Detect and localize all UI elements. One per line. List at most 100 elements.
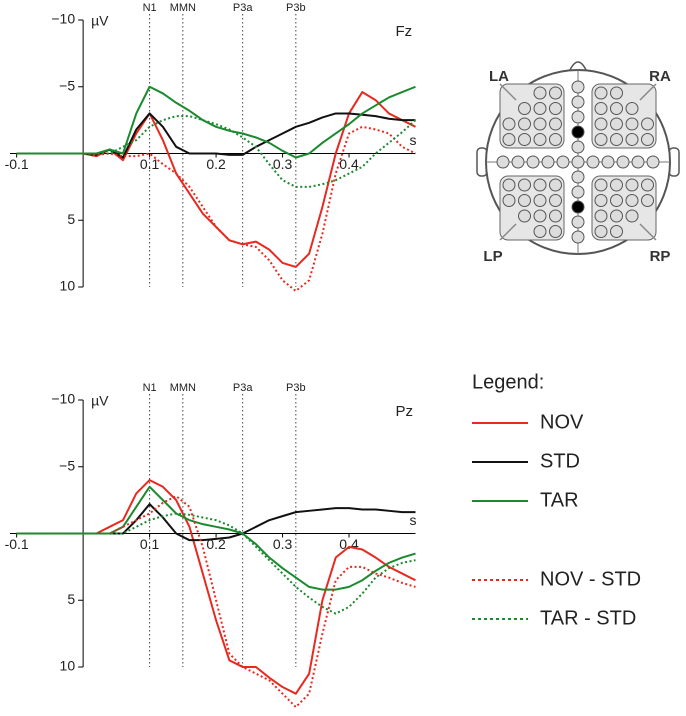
arrow — [499, 83, 517, 101]
electrode — [549, 209, 562, 223]
electrode — [625, 194, 639, 207]
electrode — [549, 194, 562, 207]
electrode — [571, 170, 585, 184]
electrode — [641, 133, 654, 146]
electrode — [549, 86, 562, 100]
x-tick-label: 0.4 — [339, 156, 359, 172]
y-tick-label: 10 — [60, 278, 76, 294]
electrode — [518, 209, 531, 223]
x-tick-label: 0.3 — [273, 156, 293, 172]
electrode — [594, 225, 608, 238]
electrode — [533, 102, 547, 115]
electrode — [511, 155, 525, 169]
electrode — [518, 133, 531, 146]
x-tick-label: 0.2 — [206, 156, 226, 172]
electrode — [549, 225, 562, 238]
series-line — [16, 479, 416, 695]
electrode — [518, 117, 531, 131]
arrow — [639, 223, 657, 241]
channel-label: Pz — [396, 403, 414, 420]
electrode — [625, 178, 639, 192]
electrode — [549, 178, 562, 192]
y-tick-label: −10 — [51, 11, 75, 27]
electrode — [571, 140, 585, 154]
y-tick-label: −5 — [59, 457, 75, 473]
head-map: LA RA LP RP — [476, 61, 680, 265]
electrode — [631, 155, 645, 169]
electrode — [610, 225, 623, 238]
electrode — [625, 209, 639, 223]
electrode — [571, 80, 585, 94]
electrode — [594, 86, 608, 100]
region-label: RP — [650, 248, 671, 265]
electrode — [549, 102, 562, 115]
electrode — [610, 209, 623, 223]
electrode — [625, 102, 639, 115]
electrode — [518, 178, 531, 192]
electrode — [646, 155, 660, 169]
electrode — [610, 117, 623, 131]
electrode — [533, 86, 547, 100]
electrode — [610, 133, 623, 146]
electrode — [586, 155, 600, 169]
legend-label: NOV — [540, 411, 584, 433]
electrode — [571, 110, 585, 124]
series-line — [16, 115, 417, 188]
annotation-label: P3b — [286, 382, 306, 394]
legend-title: Legend: — [472, 371, 544, 393]
y-tick-label: −5 — [59, 77, 75, 93]
electrode — [571, 155, 585, 169]
series-line — [16, 495, 416, 709]
electrode — [533, 194, 547, 207]
x-tick-label: 0.1 — [140, 156, 160, 172]
electrode — [541, 155, 555, 169]
electrode — [502, 133, 516, 146]
y-tick-label: −10 — [51, 391, 75, 407]
electrode — [571, 200, 585, 214]
region-label: RA — [649, 68, 671, 85]
region-label: LA — [489, 68, 509, 85]
annotation-label: MMN — [170, 382, 196, 394]
electrode — [571, 230, 585, 244]
annotation-label: P3a — [233, 2, 253, 14]
electrode — [518, 194, 531, 207]
electrode — [625, 117, 639, 131]
electrode — [571, 95, 585, 109]
x-tick-label: -0.1 — [5, 536, 29, 552]
x-axis-label: s — [410, 512, 417, 528]
y-tick-label: 5 — [67, 591, 75, 607]
y-tick-label: 10 — [60, 658, 76, 674]
series-line — [16, 485, 416, 591]
arrow — [499, 223, 517, 241]
series-line — [16, 512, 416, 615]
electrode — [496, 155, 510, 169]
electrode — [641, 178, 654, 192]
electrode — [601, 155, 615, 169]
electrode — [610, 86, 623, 100]
electrode — [594, 178, 608, 192]
electrode — [571, 185, 585, 199]
region-label: LP — [483, 248, 502, 265]
electrode — [533, 209, 547, 223]
series-line — [16, 125, 416, 292]
electrode — [610, 194, 623, 207]
electrode — [549, 133, 562, 146]
y-axis-label: µV — [91, 393, 109, 409]
electrode — [625, 133, 639, 146]
electrode — [641, 194, 654, 207]
y-axis-label: µV — [91, 13, 109, 29]
legend-label: TAR - STD — [540, 607, 636, 629]
x-tick-label: 0.3 — [273, 536, 293, 552]
electrode — [594, 117, 608, 131]
electrode — [533, 178, 547, 192]
electrode — [641, 117, 654, 131]
electrode — [571, 215, 585, 229]
annotation-label: P3b — [286, 2, 306, 14]
electrode — [526, 155, 540, 169]
x-tick-label: -0.1 — [5, 156, 29, 172]
electrode — [610, 102, 623, 115]
y-tick-label: 5 — [67, 211, 75, 227]
x-axis-label: s — [410, 132, 417, 148]
legend-label: NOV - STD — [540, 568, 641, 590]
electrode — [556, 155, 570, 169]
